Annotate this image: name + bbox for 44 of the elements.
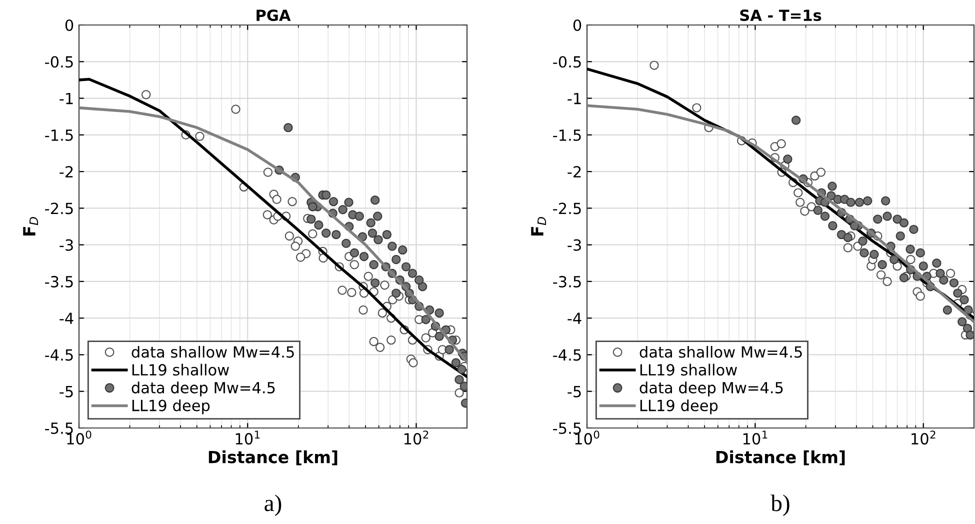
y-tick-label: -2 bbox=[60, 166, 73, 178]
y-tick-label: -1 bbox=[568, 92, 581, 104]
x-tick-label: 10$^{2}$ bbox=[404, 430, 428, 445]
y-tick-label: -2.5 bbox=[553, 202, 581, 214]
y-tick-label: -4 bbox=[568, 312, 582, 324]
y-tick-label: -5 bbox=[60, 386, 73, 398]
legend-label: data shallow Mw=4.5 bbox=[640, 346, 802, 358]
y-tick-label: -2 bbox=[568, 166, 581, 178]
x-tick-label: 10$^{2}$ bbox=[912, 430, 936, 445]
y-tick-label: -3 bbox=[568, 239, 581, 251]
y-tick-label: 0 bbox=[573, 19, 582, 32]
y-tick-label: -3.5 bbox=[553, 276, 581, 288]
x-tick-label: 10$^{1}$ bbox=[236, 430, 260, 445]
text: a) bbox=[264, 494, 282, 516]
legend-label: data shallow Mw=4.5 bbox=[132, 346, 294, 358]
y-tick-label: 0 bbox=[65, 19, 74, 32]
chart-title: PGA bbox=[256, 9, 291, 22]
y-tick-label: -1.5 bbox=[553, 130, 581, 141]
y-tick-label: -4.5 bbox=[553, 349, 581, 361]
x-axis-title: Distance [km] bbox=[716, 450, 845, 466]
y-tick-label: -4.5 bbox=[45, 349, 73, 361]
y-tick-label: -1.5 bbox=[45, 130, 73, 141]
y-axis-title: F$_{D}$ bbox=[23, 217, 38, 236]
y-tick-label: -5.5 bbox=[553, 422, 581, 434]
legend-label: LL19 shallow bbox=[640, 364, 737, 376]
legend-label: LL19 deep bbox=[132, 399, 210, 414]
y-tick-label: -3.5 bbox=[45, 276, 73, 288]
chart-title: SA - T=1s bbox=[740, 9, 822, 22]
y-tick-label: -5 bbox=[568, 386, 581, 398]
y-axis-title: F$_{D}$ bbox=[531, 217, 546, 236]
y-tick-label: -4 bbox=[60, 312, 74, 324]
y-tick-label: -5.5 bbox=[45, 422, 73, 434]
y-tick-label: -3 bbox=[60, 239, 73, 251]
legend-label: LL19 shallow bbox=[132, 364, 229, 376]
x-tick-label: 10$^{1}$ bbox=[743, 430, 768, 445]
legend-label: data deep Mw=4.5 bbox=[132, 382, 275, 396]
legend-label: data deep Mw=4.5 bbox=[640, 382, 783, 396]
y-tick-label: -0.5 bbox=[45, 56, 73, 68]
legend-label: LL19 deep bbox=[640, 399, 718, 414]
x-axis-title: Distance [km] bbox=[208, 450, 338, 466]
y-tick-label: -0.5 bbox=[553, 56, 581, 68]
y-tick-label: -2.5 bbox=[45, 202, 73, 214]
y-tick-label: -1 bbox=[60, 92, 73, 104]
text: b) bbox=[770, 494, 790, 516]
